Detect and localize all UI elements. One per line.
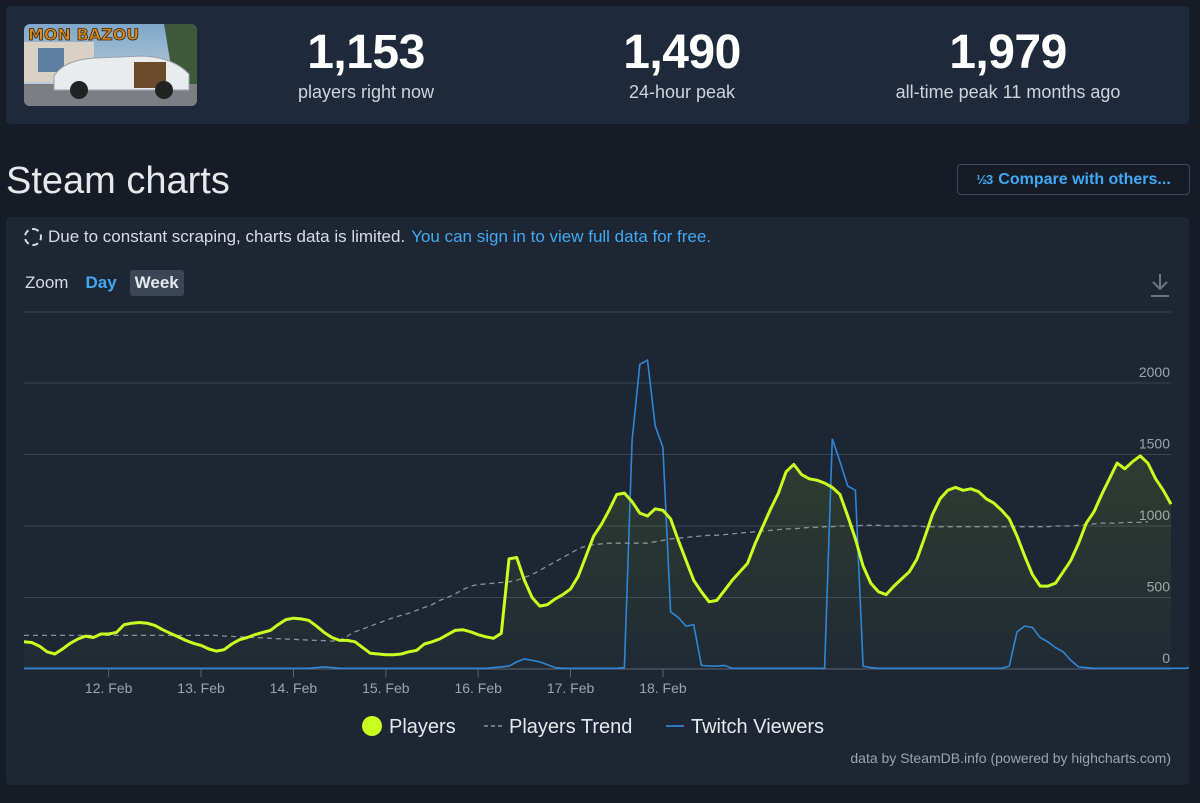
loading-circle-icon [24, 228, 42, 246]
players-now-value: 1,153 [307, 26, 425, 79]
players-area [24, 455, 1171, 669]
peak-24h-value: 1,490 [623, 26, 741, 79]
x-tick-label: 18. Feb [639, 680, 687, 696]
legend-players-label: Players [389, 716, 456, 738]
x-tick-label: 16. Feb [454, 680, 502, 696]
stats-bar: MON BAZOU 1,153 players right now 1,490 … [6, 6, 1189, 124]
game-logo-text: MON BAZOU [28, 25, 139, 44]
players-now-label: players right now [297, 82, 435, 102]
series-players-trend [24, 521, 1148, 642]
peak-24h-label: 24-hour peak [628, 82, 736, 102]
all-time-label: all-time peak 11 months ago [895, 82, 1121, 102]
legend-players-marker [362, 716, 382, 736]
chart-panel: Due to constant scraping, charts data is… [6, 217, 1189, 785]
game-thumbnail-image: MON BAZOU [24, 24, 197, 106]
y-tick-label: 1500 [1139, 436, 1170, 452]
stat-24h-peak: 1,490 24-hour peak [592, 26, 772, 104]
x-tick-label: 13. Feb [177, 680, 225, 696]
download-icon[interactable] [1149, 272, 1171, 298]
compare-with-others-button[interactable]: ½3 Compare with others... [957, 164, 1190, 195]
stat-players-now: 1,153 players right now [276, 26, 456, 104]
notice-text: Due to constant scraping, charts data is… [48, 227, 406, 246]
compare-button-label: Compare with others... [998, 170, 1171, 188]
legend-twitch-label: Twitch Viewers [691, 716, 824, 738]
sign-in-link[interactable]: You can sign in to view full data for fr… [411, 227, 712, 246]
page-title: Steam charts [6, 160, 230, 202]
x-tick-label: 14. Feb [270, 680, 318, 696]
zoom-week-button[interactable]: Week [129, 270, 184, 296]
all-time-value: 1,979 [949, 26, 1067, 79]
zoom-day-button[interactable]: Day [85, 273, 117, 292]
zoom-controls: Zoom Day Week [25, 270, 192, 296]
data-limit-notice: Due to constant scraping, charts data is… [24, 227, 711, 247]
x-tick-label: 17. Feb [547, 680, 595, 696]
legend-trend-label: Players Trend [509, 716, 632, 738]
x-tick-label: 15. Feb [362, 680, 410, 696]
y-tick-label: 2000 [1139, 364, 1170, 380]
x-tick-label: 12. Feb [85, 680, 133, 696]
series-players [23, 454, 1173, 657]
game-thumbnail[interactable]: MON BAZOU [24, 24, 197, 106]
stat-all-time-peak: 1,979 all-time peak 11 months ago [868, 26, 1148, 104]
series-twitch-viewers [24, 358, 1189, 670]
fraction-icon: ½3 [976, 172, 993, 187]
chart-credit[interactable]: data by SteamDB.info (powered by highcha… [850, 750, 1171, 766]
zoom-label: Zoom [25, 273, 69, 292]
